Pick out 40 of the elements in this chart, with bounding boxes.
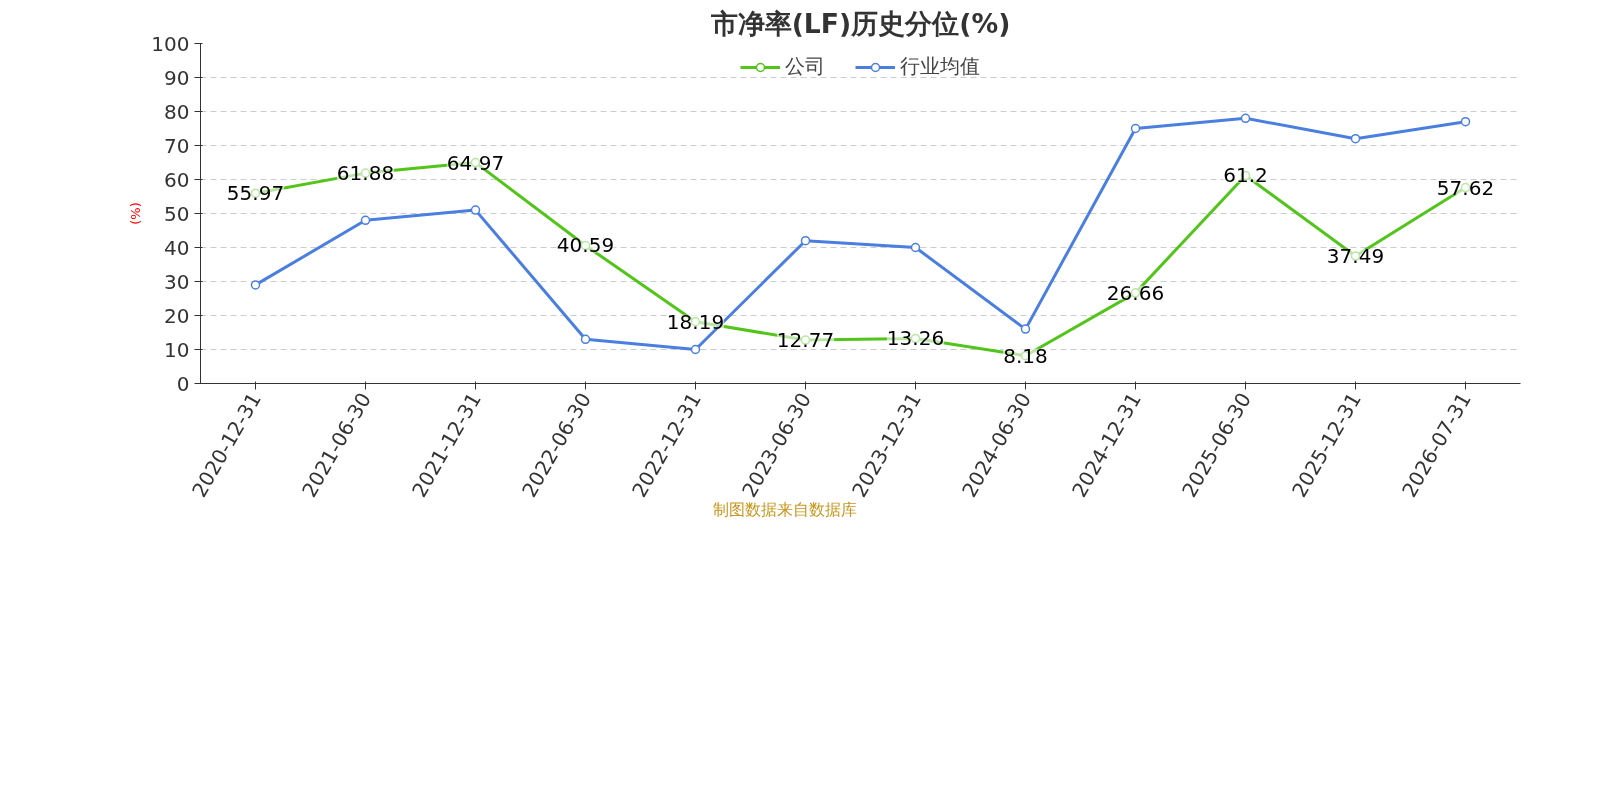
point <box>360 215 371 226</box>
point <box>250 280 261 290</box>
point <box>1130 123 1141 134</box>
y-axis-title: (%) <box>128 202 144 225</box>
point <box>1460 116 1471 127</box>
y-tick-label: 0 <box>176 371 190 396</box>
data-label: 8.18 <box>1003 343 1048 368</box>
point <box>690 344 701 355</box>
chart-title: 市净率(LF)历史分位(%) <box>709 7 1011 39</box>
point <box>580 334 591 345</box>
y-tick-label: 60 <box>164 167 190 192</box>
data-label: 57.62 <box>1436 175 1495 200</box>
y-tick-label: 50 <box>164 201 190 226</box>
data-label: 40.59 <box>556 233 615 258</box>
y-tick-label: 100 <box>151 31 190 56</box>
data-label: 13.26 <box>886 326 945 351</box>
y-tick-label: 90 <box>164 65 190 90</box>
point <box>470 205 481 215</box>
data-label: 61.2 <box>1223 163 1268 188</box>
data-label: 61.88 <box>336 161 395 186</box>
point <box>1020 324 1031 334</box>
legend-label: 公司 <box>785 53 825 80</box>
y-tick-label: 30 <box>164 269 190 294</box>
data-label: 55.97 <box>226 181 285 206</box>
point <box>800 235 811 246</box>
y-tick-label: 80 <box>164 99 190 124</box>
text: 制图数据来自数据库 <box>713 499 857 521</box>
data-label: 12.77 <box>776 328 835 353</box>
data-label: 18.19 <box>666 309 725 334</box>
point <box>910 242 921 253</box>
data-label: 26.66 <box>1106 280 1165 305</box>
y-tick-label: 40 <box>164 235 190 260</box>
y-tick-label: 10 <box>164 337 190 362</box>
point <box>1350 133 1361 144</box>
data-label: 64.97 <box>446 150 505 175</box>
legend-label: 行业均值 <box>900 53 980 80</box>
y-tick-label: 20 <box>164 303 190 328</box>
point <box>1240 113 1251 124</box>
data-label: 37.49 <box>1326 244 1385 269</box>
y-tick-label: 70 <box>164 133 190 158</box>
